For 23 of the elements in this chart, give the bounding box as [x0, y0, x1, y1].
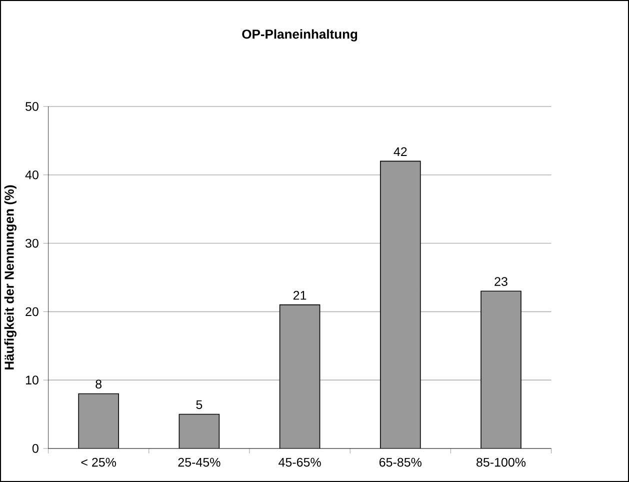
y-tick-label: 30 — [25, 238, 38, 248]
x-tick-label: 65-85% — [379, 458, 422, 467]
data-label: 5 — [196, 400, 202, 410]
bar — [380, 160, 421, 448]
y-tick-label: 0 — [32, 444, 38, 453]
x-tick-label: < 25% — [81, 458, 116, 467]
x-tick-label: 45-65% — [278, 458, 321, 467]
bar — [480, 290, 522, 448]
x-tick-label: 25-45% — [178, 458, 220, 467]
bar — [279, 304, 320, 448]
y-tick-label: 20 — [26, 307, 38, 316]
bar — [178, 414, 220, 448]
y-tick-label: 50 — [26, 102, 38, 111]
bar — [78, 393, 119, 448]
data-label: 8 — [96, 380, 102, 389]
data-label: 23 — [494, 277, 508, 286]
y-tick-label: 40 — [25, 170, 38, 180]
chart-title: OP-Planeinhaltung — [242, 29, 358, 42]
x-tick-label: 85-100% — [476, 458, 526, 467]
y-axis-title: Häufigkeit der Nennungen (%) — [4, 185, 16, 370]
data-label: 21 — [293, 290, 306, 300]
y-tick-label: 10 — [26, 376, 38, 384]
data-label: 42 — [394, 147, 407, 156]
